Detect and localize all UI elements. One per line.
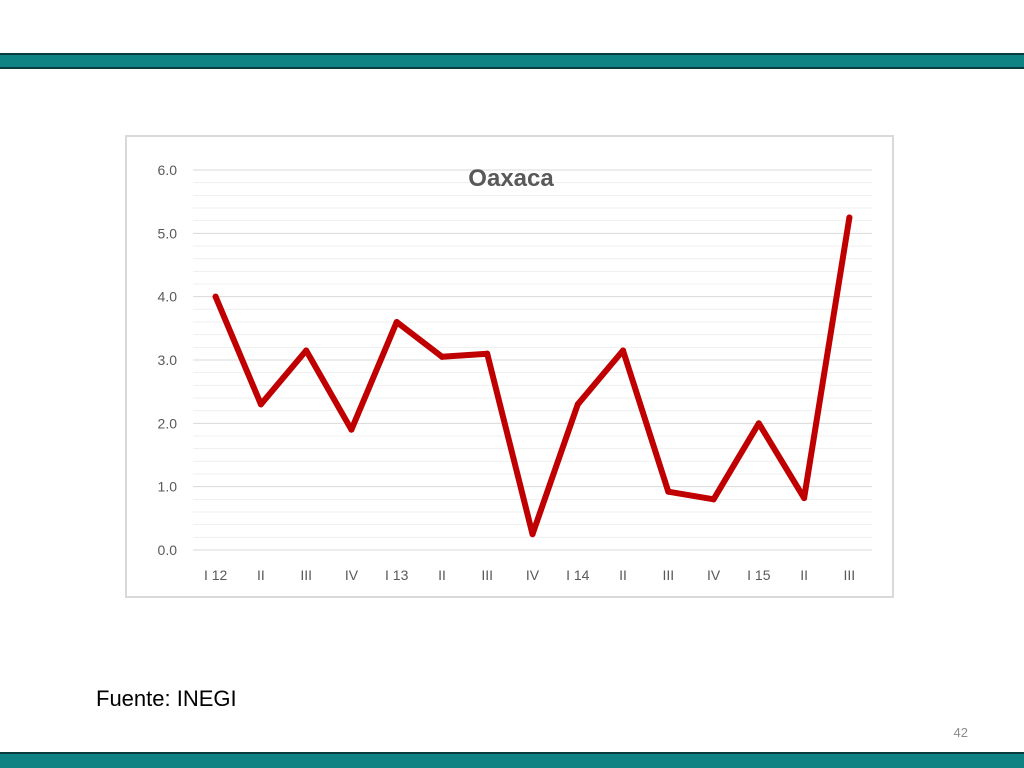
y-tick-label: 2.0	[158, 415, 178, 431]
bottom-accent-bar	[0, 752, 1024, 768]
x-axis-ticks: I 12 II III IV I 13 II III IV I 14 II III IV I 15 II I…	[204, 567, 855, 583]
data-point	[846, 214, 853, 221]
x-tick-label: II	[438, 567, 446, 583]
x-tick-label: IV	[345, 567, 359, 583]
y-tick-label: 6.0	[158, 162, 178, 178]
top-accent-bar	[0, 53, 1024, 69]
x-tick-label: I 14	[566, 567, 590, 583]
x-tick-label: I 13	[385, 567, 409, 583]
y-tick-label: 4.0	[158, 289, 178, 305]
y-tick-label: 0.0	[158, 542, 178, 558]
x-tick-label: III	[300, 567, 312, 583]
data-point	[393, 319, 400, 325]
data-point	[665, 488, 672, 495]
line-chart: 0.01.02.03.04.05.06.0 I 12 II III IV I 13 II I…	[158, 162, 872, 583]
data-point	[438, 353, 445, 360]
data-point	[710, 496, 717, 503]
gridlines	[193, 169, 872, 551]
x-tick-label: I 15	[747, 567, 771, 583]
data-point	[348, 426, 355, 433]
x-tick-label: IV	[707, 567, 721, 583]
data-point	[484, 350, 491, 357]
x-tick-label: III	[481, 567, 493, 583]
page-number: 42	[953, 725, 968, 740]
y-tick-label: 3.0	[158, 352, 178, 368]
data-point	[755, 420, 762, 427]
data-point	[257, 401, 264, 408]
data-point	[801, 495, 808, 502]
x-tick-label: II	[800, 567, 808, 583]
x-tick-label: IV	[526, 567, 540, 583]
data-point	[574, 401, 581, 408]
x-tick-label: I 12	[204, 567, 228, 583]
data-point	[620, 347, 627, 354]
y-axis-ticks: 0.0 1.0 2.0 3.0 4.0 5.0 6.0	[158, 162, 178, 558]
chart-frame: 0.0 1.0 2.0 3.0 4.0 5.0 6.0 I 12 II III IV I 13 II I…	[125, 135, 894, 598]
x-tick-label: III	[844, 567, 856, 583]
chart-title: Oaxaca	[468, 165, 554, 192]
data-point	[529, 531, 536, 538]
data-point	[303, 347, 310, 354]
x-tick-label: II	[619, 567, 627, 583]
data-point	[212, 293, 219, 300]
series-layer	[212, 214, 853, 538]
source-note: Fuente: INEGI	[96, 686, 237, 711]
y-tick-label: 1.0	[158, 479, 178, 495]
y-tick-label: 5.0	[158, 225, 178, 241]
x-tick-label: II	[257, 567, 265, 583]
x-tick-label: III	[662, 567, 674, 583]
